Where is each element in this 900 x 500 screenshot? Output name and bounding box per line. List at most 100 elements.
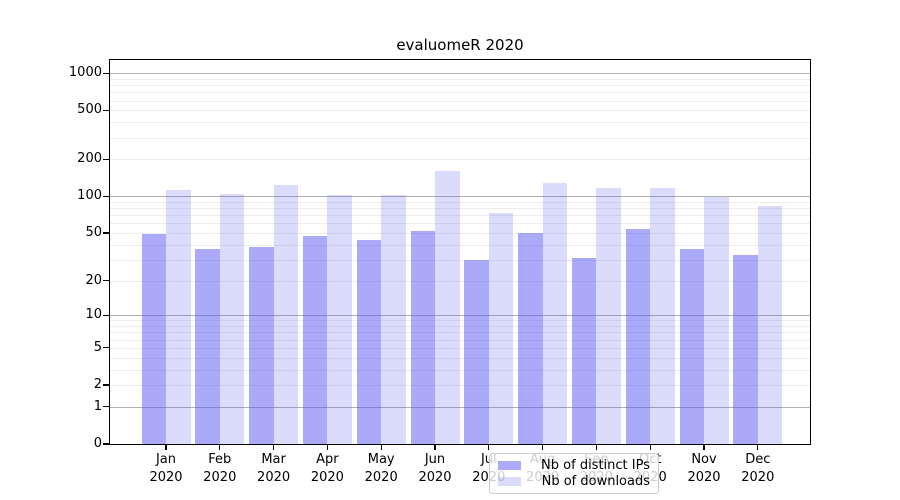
bar-distinct-ips-mar (249, 247, 274, 444)
y-minor-gridline (110, 357, 810, 359)
bar-downloads-dec (757, 206, 783, 444)
legend: Nb of distinct IPs Nb of downloads (489, 453, 659, 494)
x-tick-month: Feb (208, 452, 232, 467)
y-tick-label: 100 (77, 188, 102, 204)
y-tick-label: 1000 (68, 65, 102, 81)
y-minor-gridline (110, 233, 810, 234)
y-minor-gridline (110, 85, 810, 87)
chart-title: evaluomeR 2020 (396, 36, 524, 54)
bar-distinct-ips-nov (679, 248, 704, 444)
plot-area: Nb of distinct IPs Nb of downloads (109, 59, 811, 494)
y-minor-gridline (110, 215, 810, 217)
bar-distinct-ips-may (356, 239, 382, 444)
bar-distinct-ips-sep (571, 258, 597, 444)
x-tick-year: 2020 (310, 470, 344, 485)
y-minor-gridline (110, 201, 810, 203)
x-tick-label-mar: Mar 2020 (242, 451, 306, 487)
y-tick-label: 5 (93, 339, 102, 355)
y-tick-mark (103, 195, 109, 197)
y-tick-mark (103, 347, 109, 349)
y-tick-label: 2 (93, 377, 102, 392)
x-tick-month: Jan (155, 452, 177, 467)
y-tick-label: 0 (93, 436, 102, 451)
y-major-gridline (110, 315, 810, 317)
bar-downloads-sep (596, 187, 621, 444)
bar-distinct-ips-apr (302, 236, 328, 444)
x-tick-mark (380, 445, 382, 450)
bar-distinct-ips-aug (518, 233, 543, 444)
y-minor-gridline (110, 122, 810, 124)
x-tick-month: Mar (261, 452, 286, 467)
y-tick-label: 10 (85, 307, 102, 323)
y-major-gridline (110, 73, 810, 75)
x-tick-label-dec: Dec 2020 (726, 451, 790, 487)
x-tick-month: Apr (316, 452, 339, 467)
bar-downloads-apr (327, 194, 352, 444)
y-minor-gridline (110, 137, 810, 139)
x-tick-month: May (367, 452, 395, 467)
y-minor-gridline (110, 320, 810, 322)
y-tick-label: 500 (77, 102, 102, 118)
y-minor-gridline (110, 100, 810, 102)
x-tick-mark (165, 445, 167, 450)
bar-downloads-jan (166, 189, 191, 444)
x-tick-month: Jun (424, 452, 446, 467)
bar-downloads-oct (650, 188, 675, 444)
y-tick-label: 50 (85, 225, 102, 240)
y-tick-label: 200 (77, 151, 102, 167)
y-major-gridline (110, 196, 810, 198)
y-minor-gridline (110, 280, 810, 282)
bar-distinct-ips-dec (733, 254, 758, 444)
y-minor-gridline (110, 369, 810, 371)
bar-distinct-ips-feb (195, 248, 220, 444)
legend-swatch-distinct-ips (498, 460, 521, 470)
y-tick-mark (103, 314, 109, 316)
legend-item-distinct-ips: Nb of distinct IPs (498, 458, 650, 473)
y-minor-gridline (110, 223, 810, 225)
x-tick-mark (488, 445, 490, 450)
x-tick-year: 2020 (149, 470, 183, 485)
y-tick-mark (103, 279, 109, 282)
bar-distinct-ips-jul (464, 259, 489, 444)
x-tick-label-jun: Jun 2020 (403, 451, 467, 487)
legend-swatch-downloads (498, 477, 521, 487)
x-tick-year: 2020 (364, 470, 398, 485)
legend-label-downloads: Nb of downloads (541, 474, 650, 490)
bar-distinct-ips-jan (141, 234, 166, 444)
y-minor-gridline (110, 326, 810, 328)
y-major-gridline (110, 406, 810, 408)
bar-downloads-aug (542, 183, 568, 444)
x-tick-year: 2020 (741, 470, 775, 485)
y-minor-gridline (110, 78, 810, 80)
x-tick-mark (649, 445, 651, 450)
legend-label-distinct-ips: Nb of distinct IPs (541, 457, 650, 473)
y-minor-gridline (110, 332, 810, 334)
x-tick-label-nov: Nov 2020 (672, 451, 736, 487)
x-tick-label-apr: Apr 2020 (295, 451, 359, 487)
bar-distinct-ips-jun (410, 230, 435, 444)
x-tick-year: 2020 (687, 470, 721, 485)
bar-downloads-jun (435, 171, 460, 444)
x-tick-month: Nov (691, 452, 717, 467)
x-tick-mark (595, 445, 598, 450)
x-tick-mark (219, 445, 221, 450)
y-tick-mark (103, 72, 109, 74)
x-tick-year: 2020 (418, 470, 452, 485)
y-minor-gridline (110, 208, 810, 210)
y-tick-mark (103, 158, 109, 161)
bar-downloads-nov (704, 196, 729, 444)
y-minor-gridline (110, 159, 810, 161)
y-minor-gridline (110, 244, 810, 246)
x-tick-mark (541, 445, 544, 450)
y-minor-gridline (110, 259, 810, 261)
x-tick-mark (703, 445, 705, 450)
bar-downloads-jul (488, 213, 514, 444)
y-tick-mark (103, 384, 109, 386)
x-tick-mark (272, 445, 275, 450)
y-minor-gridline (110, 385, 810, 386)
y-minor-gridline (110, 92, 810, 94)
x-tick-mark (326, 445, 329, 450)
x-tick-mark (434, 445, 436, 450)
x-tick-month: Dec (745, 452, 771, 467)
